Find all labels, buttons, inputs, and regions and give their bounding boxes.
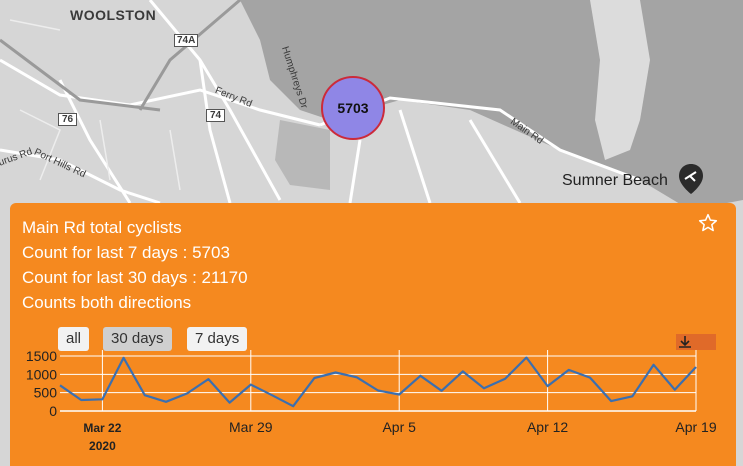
y-tick-label: 1000 (26, 366, 57, 382)
count-30-days: Count for last 30 days : 21170 (22, 268, 248, 287)
cluster-count: 5703 (337, 100, 369, 116)
count-7-days: Count for last 7 days : 5703 (22, 243, 230, 262)
cyclist-count-chart: 1500 1000 500 0 Mar 22 2020 Mar 29 Apr 5 Apr 12… (26, 348, 717, 453)
directions-note: Counts both directions (22, 293, 192, 312)
poi-label-sumner-beach: Sumner Beach (562, 172, 668, 189)
y-tick-label: 0 (49, 403, 57, 419)
x-tick-label: Mar 29 (229, 419, 273, 435)
x-tick-label: Apr 12 (527, 419, 568, 435)
counter-info: Main Rd total cyclists Count for last 7 … (22, 215, 248, 315)
range-30-days-button[interactable]: 30 days (103, 327, 172, 351)
range-7-days-button[interactable]: 7 days (187, 327, 248, 351)
route-shield-74a: 74A (174, 34, 199, 47)
series-line (59, 356, 697, 408)
beach-pin-icon[interactable] (678, 163, 704, 195)
suburb-label: WOOLSTON (70, 7, 157, 23)
route-shield-74: 74 (206, 109, 226, 122)
download-icon (679, 336, 691, 348)
download-button[interactable] (676, 334, 716, 350)
x-tick-label: Apr 5 (382, 419, 416, 435)
x-tick-label: Apr 19 (675, 419, 716, 435)
y-tick-label: 500 (34, 385, 58, 401)
x-tick-label: Mar 22 (83, 421, 121, 435)
range-all-button[interactable]: all (58, 327, 90, 351)
counter-info-panel: Main Rd total cyclists Count for last 7 … (10, 203, 736, 466)
star-outline-icon[interactable] (698, 213, 718, 233)
x-tick-year-label: 2020 (89, 439, 116, 453)
counter-cluster-marker[interactable]: 5703 (321, 76, 385, 140)
route-shield-76: 76 (58, 113, 78, 126)
y-tick-label: 1500 (26, 348, 57, 364)
panel-title: Main Rd total cyclists (22, 218, 182, 237)
